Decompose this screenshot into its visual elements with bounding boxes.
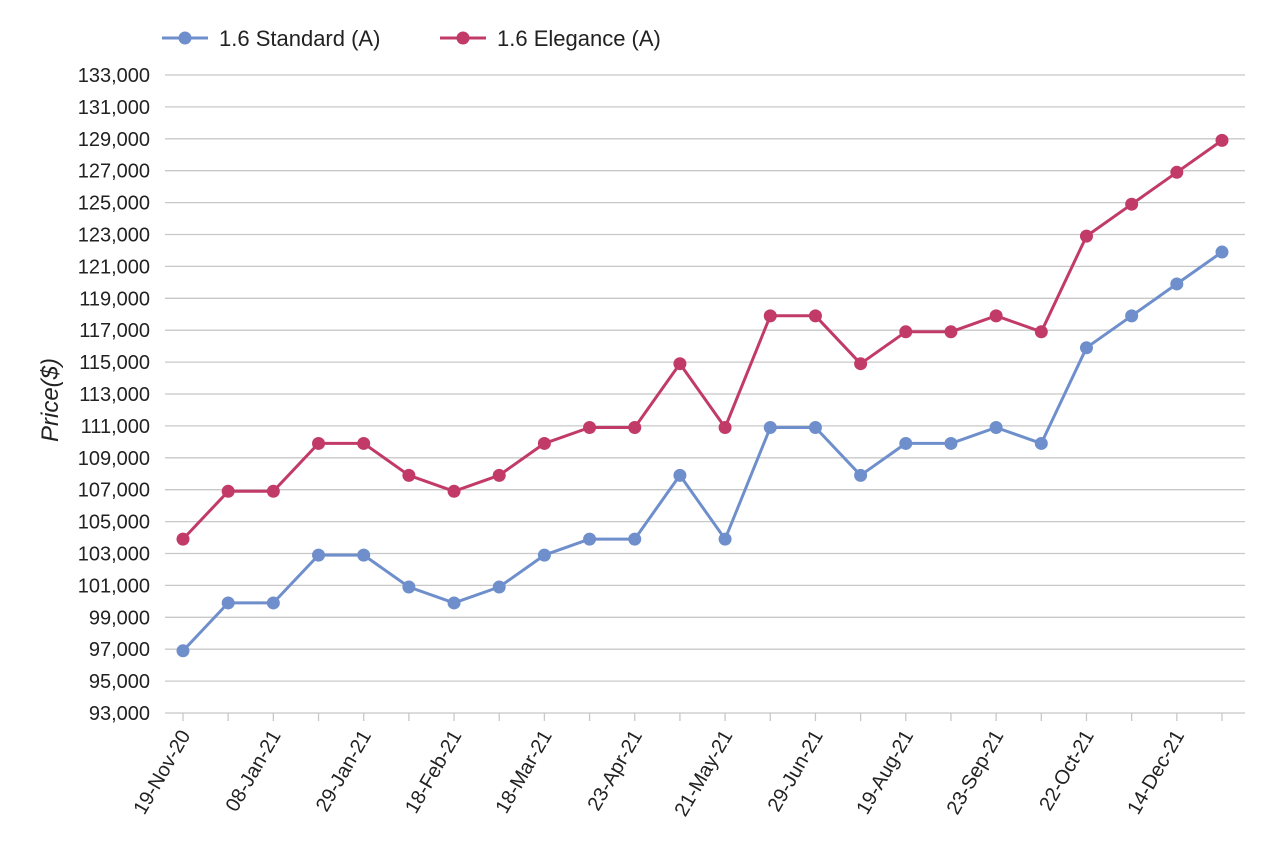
y-tick-label: 133,000 xyxy=(78,65,150,87)
data-point xyxy=(989,420,1003,434)
legend-item: 1.6 Elegance (A) xyxy=(440,26,661,51)
y-tick-label: 113,000 xyxy=(79,384,150,406)
data-point xyxy=(899,325,913,339)
data-point xyxy=(1034,325,1048,339)
data-point xyxy=(357,548,371,562)
data-point xyxy=(492,580,506,594)
legend-label: 1.6 Standard (A) xyxy=(219,26,380,51)
data-point xyxy=(628,532,642,546)
y-tick-label: 107,000 xyxy=(78,480,150,502)
data-point xyxy=(1125,309,1139,323)
x-tick-label: 23-Sep-21 xyxy=(943,726,1009,818)
legend-marker xyxy=(178,31,192,45)
data-point xyxy=(312,548,326,562)
y-tick-label: 131,000 xyxy=(78,97,150,119)
series-1 xyxy=(176,245,1229,658)
series-line xyxy=(181,250,1223,652)
data-point xyxy=(763,309,777,323)
data-point xyxy=(176,532,190,546)
gridlines xyxy=(165,74,1245,714)
data-point xyxy=(1034,436,1048,450)
data-point xyxy=(221,596,235,610)
x-tick-label: 22-Oct-21 xyxy=(1035,727,1099,815)
y-tick-label: 121,000 xyxy=(78,256,150,278)
data-point xyxy=(854,357,868,371)
y-tick-label: 127,000 xyxy=(78,161,150,183)
y-tick-label: 93,000 xyxy=(89,703,150,725)
data-point xyxy=(447,596,461,610)
series-line xyxy=(181,139,1223,541)
legend-marker xyxy=(456,31,470,45)
x-tick-label: 14-Dec-21 xyxy=(1123,727,1189,819)
x-tick-label: 29-Jun-21 xyxy=(764,727,828,816)
data-point xyxy=(447,484,461,498)
data-point xyxy=(989,309,1003,323)
data-point xyxy=(944,436,958,450)
data-point xyxy=(944,325,958,339)
y-axis-ticks: 93,000 95,000 97,000 99,000 101,000 103,000 10… xyxy=(78,65,150,725)
data-point xyxy=(1079,229,1093,243)
data-point xyxy=(628,420,642,434)
series-layer xyxy=(176,133,1229,658)
x-tick-label: 08-Jan-21 xyxy=(222,727,286,816)
x-tick-label: 18-Feb-21 xyxy=(401,727,466,818)
data-point xyxy=(357,436,371,450)
data-point xyxy=(718,420,732,434)
data-point xyxy=(583,532,597,546)
y-tick-label: 105,000 xyxy=(78,512,150,534)
data-point xyxy=(537,436,551,450)
series-2 xyxy=(176,133,1229,546)
x-axis: 19-Nov-20 08-Jan-21 29-Jan-21 18-Feb-21 18-M… xyxy=(130,713,1223,821)
y-axis-label: Price($) xyxy=(37,358,64,442)
data-point xyxy=(899,436,913,450)
y-tick-label: 117,000 xyxy=(79,320,150,342)
y-tick-label: 125,000 xyxy=(78,193,150,215)
x-tick-label: 21-May-21 xyxy=(671,727,738,821)
y-tick-label: 95,000 xyxy=(89,671,150,693)
data-point xyxy=(673,468,687,482)
data-point xyxy=(221,484,235,498)
legend-label: 1.6 Elegance (A) xyxy=(497,26,661,51)
data-point xyxy=(854,468,868,482)
data-point xyxy=(1170,277,1184,291)
data-point xyxy=(1215,245,1229,259)
data-point xyxy=(266,596,280,610)
data-point xyxy=(266,484,280,498)
x-tick-label: 29-Jan-21 xyxy=(312,727,376,816)
y-tick-label: 115,000 xyxy=(79,352,150,374)
y-tick-label: 97,000 xyxy=(89,639,150,661)
data-point xyxy=(808,420,822,434)
data-point xyxy=(1125,197,1139,211)
data-point xyxy=(402,468,416,482)
y-tick-label: 123,000 xyxy=(78,225,150,247)
legend-item: 1.6 Standard (A) xyxy=(162,26,380,51)
data-point xyxy=(718,532,732,546)
legend: 1.6 Standard (A) 1.6 Elegance (A) xyxy=(162,26,661,51)
data-point xyxy=(312,436,326,450)
data-point xyxy=(808,309,822,323)
data-point xyxy=(176,644,190,658)
x-tick-label: 19-Nov-20 xyxy=(130,727,196,819)
data-point xyxy=(537,548,551,562)
y-tick-label: 109,000 xyxy=(78,448,150,470)
y-tick-label: 103,000 xyxy=(78,544,150,566)
data-point xyxy=(1170,165,1184,179)
y-tick-label: 119,000 xyxy=(79,288,150,310)
y-tick-label: 99,000 xyxy=(89,607,150,629)
x-tick-label: 18-Mar-21 xyxy=(492,727,557,818)
x-tick-label: 23-Apr-21 xyxy=(584,727,648,815)
data-point xyxy=(1215,133,1229,147)
data-point xyxy=(673,357,687,371)
data-point xyxy=(402,580,416,594)
x-tick-label: 19-Aug-21 xyxy=(852,727,918,819)
y-tick-label: 111,000 xyxy=(81,416,150,438)
y-tick-label: 129,000 xyxy=(78,129,150,151)
data-point xyxy=(583,420,597,434)
y-tick-label: 101,000 xyxy=(78,575,150,597)
data-point xyxy=(763,420,777,434)
data-point xyxy=(1079,341,1093,355)
data-point xyxy=(492,468,506,482)
